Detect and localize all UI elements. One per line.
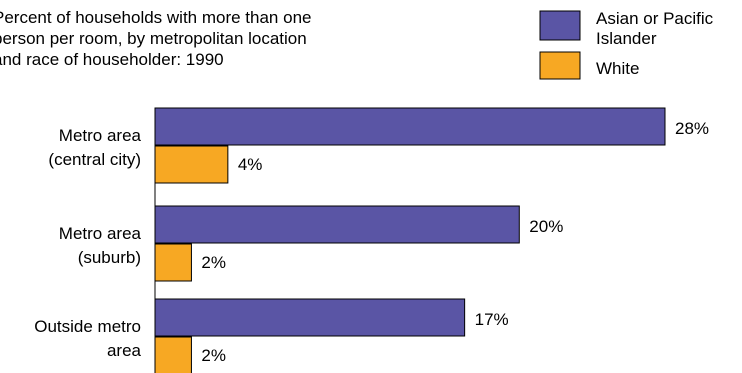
legend-label: White — [596, 59, 639, 78]
category-label: area — [107, 341, 142, 360]
legend-swatch — [539, 51, 581, 80]
plot-area: 28% 20% 17% 4% 2% 2% — [154, 107, 709, 373]
category-label: (suburb) — [78, 248, 141, 267]
legend-label: Islander — [596, 29, 657, 48]
bar-white — [154, 336, 192, 373]
chart-title-line: and race of householder: 1990 — [0, 50, 224, 69]
chart-title: Percent of households with more than one… — [0, 8, 311, 69]
category-axis: Metro area (central city) Metro area (subur… — [34, 108, 156, 373]
data-label: 4% — [238, 155, 263, 174]
data-label: 28% — [675, 119, 709, 138]
data-label: 2% — [201, 253, 226, 272]
category-label: Outside metro — [34, 317, 141, 336]
bar-asian-pacific-islander — [154, 298, 466, 337]
chart-title-line: Percent of households with more than one — [0, 8, 311, 27]
data-label: 17% — [475, 310, 509, 329]
legend-swatch — [539, 10, 581, 41]
bar-white — [154, 243, 192, 282]
category-label: (central city) — [48, 150, 141, 169]
data-label: 2% — [201, 346, 226, 365]
bar-white — [154, 145, 229, 184]
category-label: Metro area — [59, 224, 142, 243]
category-label: Metro area — [59, 126, 142, 145]
chart-title-line: person per room, by metropolitan locatio… — [0, 29, 307, 48]
bar-asian-pacific-islander — [154, 205, 520, 244]
bar-asian-pacific-islander — [154, 107, 666, 146]
legend-label: Asian or Pacific — [596, 9, 714, 28]
data-label: 20% — [529, 217, 563, 236]
